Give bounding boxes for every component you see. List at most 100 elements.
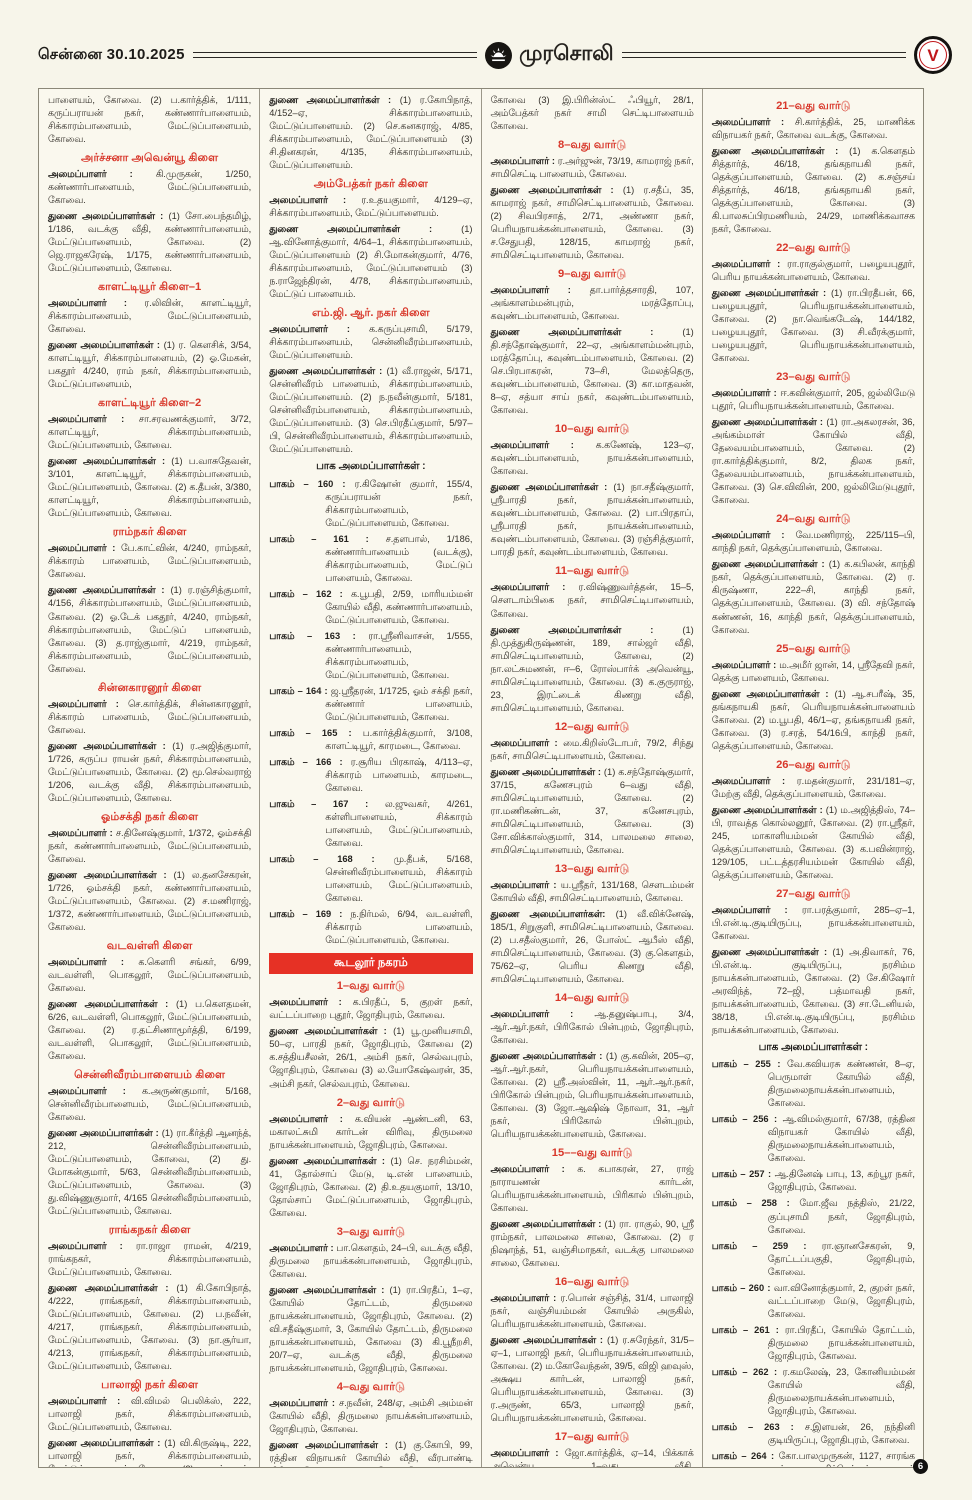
organizer-entry: துணை அமைப்பாளர்கள் : (1) தி.முத்துகிருஷ்… [490, 624, 694, 713]
entry-label: துணை அமைப்பாளர்கள் : [711, 688, 835, 699]
organizer-entry: அமைப்பாளர் : ர.உதயகுமார், 4/129–ஏ, சிக்க… [269, 195, 473, 219]
entry-label: அமைப்பாளர் : [269, 997, 353, 1008]
organizer-entry: துணை அமைப்பாளர்கள் : (1) ப.கௌதமன், 6/26,… [48, 998, 252, 1061]
entry-label: அமைப்பாளர் : [490, 156, 558, 167]
organizer-entry: துணை அமைப்பாளர்கள் : (1) பூ.முனியசாமி, 5… [269, 1026, 473, 1089]
organizer-entry: துணை அமைப்பாளர்கள் : (1) க.கௌதம் சித்தார… [711, 146, 916, 235]
baga-number: பாகம் – 164 : [269, 686, 331, 697]
organizer-entry: துணை அமைப்பாளர்கள் : (1) ர.ரஞ்சித்குமார்… [48, 585, 252, 674]
entry-label: அமைப்பாளர் : [711, 904, 802, 915]
section-heading: ஓம்சக்தி நகர் கிளை [101, 810, 199, 823]
entry-label: துணை அமைப்பாளர்கள் : [711, 804, 826, 815]
entry-label: அமைப்பாளர் : [711, 259, 788, 270]
entry-label: அமைப்பாளர் : [490, 1448, 565, 1459]
organizer-entry: துணை அமைப்பாளர்கள் : (1) வீ.ராஜன், 5/171… [269, 366, 473, 455]
organizer-entry: துணை அமைப்பாளர்கள் : (1) ல.தனசேகரன், 1/7… [48, 869, 252, 932]
organizer-entry: அமைப்பாளர் : தா.பார்த்தசாரதி, 107, அங்கா… [490, 285, 694, 322]
baga-number: பாகம் – 160 : [269, 478, 355, 489]
section-heading: 4–வது வார்டு [336, 1380, 406, 1393]
entry-label: அமைப்பாளர் : [711, 117, 795, 127]
entry-label: அமைப்பாளர் : [269, 324, 369, 335]
baga-entry: பாகம் – 263 : ச.இளயன், 26, நந்தினி குடிய… [711, 1421, 915, 1445]
continuation-text: பாளையம், கோவை. (2) ப.கார்த்திக், 1/111, … [48, 95, 252, 145]
town-banner: கூடலூர் நகரம் [269, 953, 473, 975]
baga-number: பாகம் – 257 : [711, 1169, 775, 1180]
section-heading: பாலாஜி நகர் கிளை [101, 1379, 199, 1392]
organizer-entry: துணை அமைப்பாளர்கள் : (1) க.கபிலன், காந்த… [711, 559, 916, 635]
subsection-heading: பாக அமைப்பாளர்கள் : [758, 1041, 869, 1053]
organizer-entry: அமைப்பாளர் : ம.அமீர் ஜான், 14, ஸ்ரீதேவி … [711, 659, 916, 683]
organizer-entry: துணை அமைப்பாளர்கள் : (1) ஆ.சபரீஷ், 35, த… [711, 688, 916, 751]
entry-label: துணை அமைப்பாளர்கள் : [711, 946, 833, 957]
organizer-entry: அமைப்பாளர் : க.கணேஷ், 123–ஏ, கவுண்டம்பாள… [490, 440, 694, 477]
baga-entry: பாகம் – 167 : ல.ஜுவகர், 4/261, கள்ளிபாளை… [269, 799, 473, 849]
rising-sun-icon [485, 41, 513, 69]
baga-entry: பாகம் – 163 : ரா.ஸ்ரீனிவாசன், 1/555, கண்… [269, 630, 473, 680]
baga-number: பாகம் – 259 : [711, 1240, 822, 1251]
organizer-entry: துணை அமைப்பாளர்கள் : (1) செ. நரசிம்மன், … [269, 1155, 473, 1218]
organizer-entry: அமைப்பாளர் : வே.மணிராஜ், 225/115–பி, காந… [711, 530, 915, 554]
organizer-entry: அமைப்பாளர் : ர.விஷ்ணுவர்த்தன், 15–5, சௌட… [490, 582, 694, 619]
header-rule-right [621, 52, 906, 58]
organizer-entry: துணை அமைப்பாளர்கள் : (1) கி.கோபிநாத், 4/… [48, 1283, 252, 1372]
baga-number: பாகம் – 169 : [269, 909, 351, 920]
entry-label: துணை அமைப்பாளர்கள் : [490, 766, 604, 777]
section-heading: அம்பேத்கர் நகர் கிளை [313, 178, 428, 191]
baga-entry: பாகம் – 262 : ர.கமலேஷ், 23, கோனியம்மன் க… [711, 1366, 915, 1416]
baga-entry: பாகம் – 255 : வே.கவியரசு கண்ணன், 8–ஏ, பெ… [711, 1059, 915, 1109]
organizer-entry: துணை அமைப்பாளர்கள் : (1) கு.கவின், 205–ஏ… [490, 1050, 694, 1140]
section-heading: 2–வது வார்டு [336, 1096, 406, 1109]
organizer-entry: அமைப்பாளர் : ரா.பரத்குமார், 285–ஏ–1, பி.… [711, 904, 916, 941]
entry-label: துணை அமைப்பாளர்கள் : [711, 288, 831, 299]
section-heading: சின்னகாரனூர் கிளை [97, 681, 202, 694]
entry-label: அமைப்பாளர் : [48, 298, 145, 309]
baga-number: பாகம் – 256 : [711, 1114, 783, 1125]
entry-label: அமைப்பாளர் : [490, 285, 590, 296]
organizer-entry: அமைப்பாளர் : க. கபாகரன், 27, ராஜ் நாராயண… [490, 1164, 694, 1214]
entry-label: அமைப்பாளர் : [490, 1008, 595, 1019]
organizer-entry: அமைப்பாளர் : மை.கிறிஸ்டோபர், 79/2, சிந்த… [490, 737, 694, 761]
organizer-entry: துணை அமைப்பாளர்கள் : (1) ர.கோபிநாத், 4/1… [269, 95, 473, 171]
section-heading: 24–வது வார்டு [776, 513, 851, 526]
entry-label: துணை அமைப்பாளர்கள் : [490, 185, 623, 196]
baga-entry: பாகம் – 259 : ரா.ஞானசேகரன், 9, தோட்டப்பக… [711, 1240, 915, 1277]
section-heading: 23–வது வார்டு [776, 371, 851, 384]
entry-label: துணை அமைப்பாளர்கள் : [48, 869, 174, 880]
baga-number: பாகம் – 163 : [269, 630, 369, 641]
organizer-entry: துணை அமைப்பாளர்கள் : (1) ர.அஜித்குமார், … [48, 740, 252, 803]
organizer-entry: அமைப்பாளர் : ரா.ராகுல்குமார், பழையபுதூர்… [711, 259, 915, 283]
entry-label: துணை அமைப்பாளர்கள் : [48, 456, 172, 467]
section-heading: காளட்டியூர் கிளை–1 [98, 281, 202, 294]
entry-label: துணை அமைப்பாளர்கள் : [48, 1283, 177, 1294]
organizer-entry: அமைப்பாளர் : செ.கார்த்திக், சின்னகாரனூர்… [48, 698, 252, 735]
baga-number: பாகம் – 261 : [711, 1324, 785, 1335]
baga-entry: பாகம் – 162 : க.பூபதி, 2/59, மாரியம்மன் … [269, 588, 473, 625]
organizer-entry: அமைப்பாளர் : ச.தினேஷ்குமார், 1/372, ஓம்ச… [48, 827, 252, 864]
entry-label: துணை அமைப்பாளர்கள் : [490, 482, 614, 493]
column-4: 21–வது வார்டு அமைப்பாளர் : சி.கார்த்திக்,… [703, 89, 923, 1467]
baga-number: பாகம் – 161 : [269, 533, 386, 544]
column-2: துணை அமைப்பாளர்கள் : (1) ர.கோபிநாத், 4/1… [260, 89, 482, 1467]
baga-entry: பாகம் – 261 : ரா.பிரதீப், கோயில் தோட்டம்… [711, 1324, 915, 1361]
organizer-entry: அமைப்பாளர் : க.வியன் ஆண்டனி, 63, மகாலட்ச… [269, 1113, 473, 1150]
organizer-entry: துணை அமைப்பாளர்கள் : (1) ரா.கீர்த்தி ஆனந… [48, 1128, 252, 1217]
section-heading: வடவள்ளி கிளை [106, 939, 193, 952]
page-number-badge: 6 [913, 1459, 928, 1474]
entry-label: துணை அமைப்பாளர்கள் : [490, 327, 683, 338]
entry-label: அமைப்பாளர் : [711, 530, 796, 541]
entry-label: துணை அமைப்பாளர்கள் : [48, 998, 176, 1009]
baga-number: பாகம் – 263 : [711, 1421, 805, 1432]
baga-entry: பாகம் – 161 : ச.தளபால், 1/186, கண்ணார்பா… [269, 533, 473, 583]
section-heading: எம்.ஜி. ஆர். நகர் கிளை [311, 307, 430, 320]
entry-label: துணை அமைப்பாளர்கள் : [48, 211, 169, 222]
baga-entry: பாகம் – 264 : கோ.பாலமுருகன், 1127, சாரங்… [711, 1450, 915, 1467]
section-heading: 15––வது வார்டு [551, 1147, 633, 1160]
organizer-entry: துணை அமைப்பாளர்கள் : (1) ர.சதீப், 35, கா… [490, 185, 694, 261]
section-heading: ராங்கநகர் கிளை [108, 1224, 191, 1237]
baga-entry: பாகம் – 164 : ஜ.ஸ்ரீதரன், 1/1725, ஓம் சக… [269, 686, 473, 723]
entry-label: துணை அமைப்பாளர்கள் : [269, 1439, 395, 1450]
baga-entry: பாகம் – 160 : ர.கிஷோன் குமார், 155/4, கர… [269, 478, 473, 528]
baga-number: பாகம் – 165 : [269, 728, 363, 739]
section-heading: 8–வது வார்டு [557, 139, 627, 152]
entry-label: அமைப்பாளர் : [711, 775, 797, 786]
